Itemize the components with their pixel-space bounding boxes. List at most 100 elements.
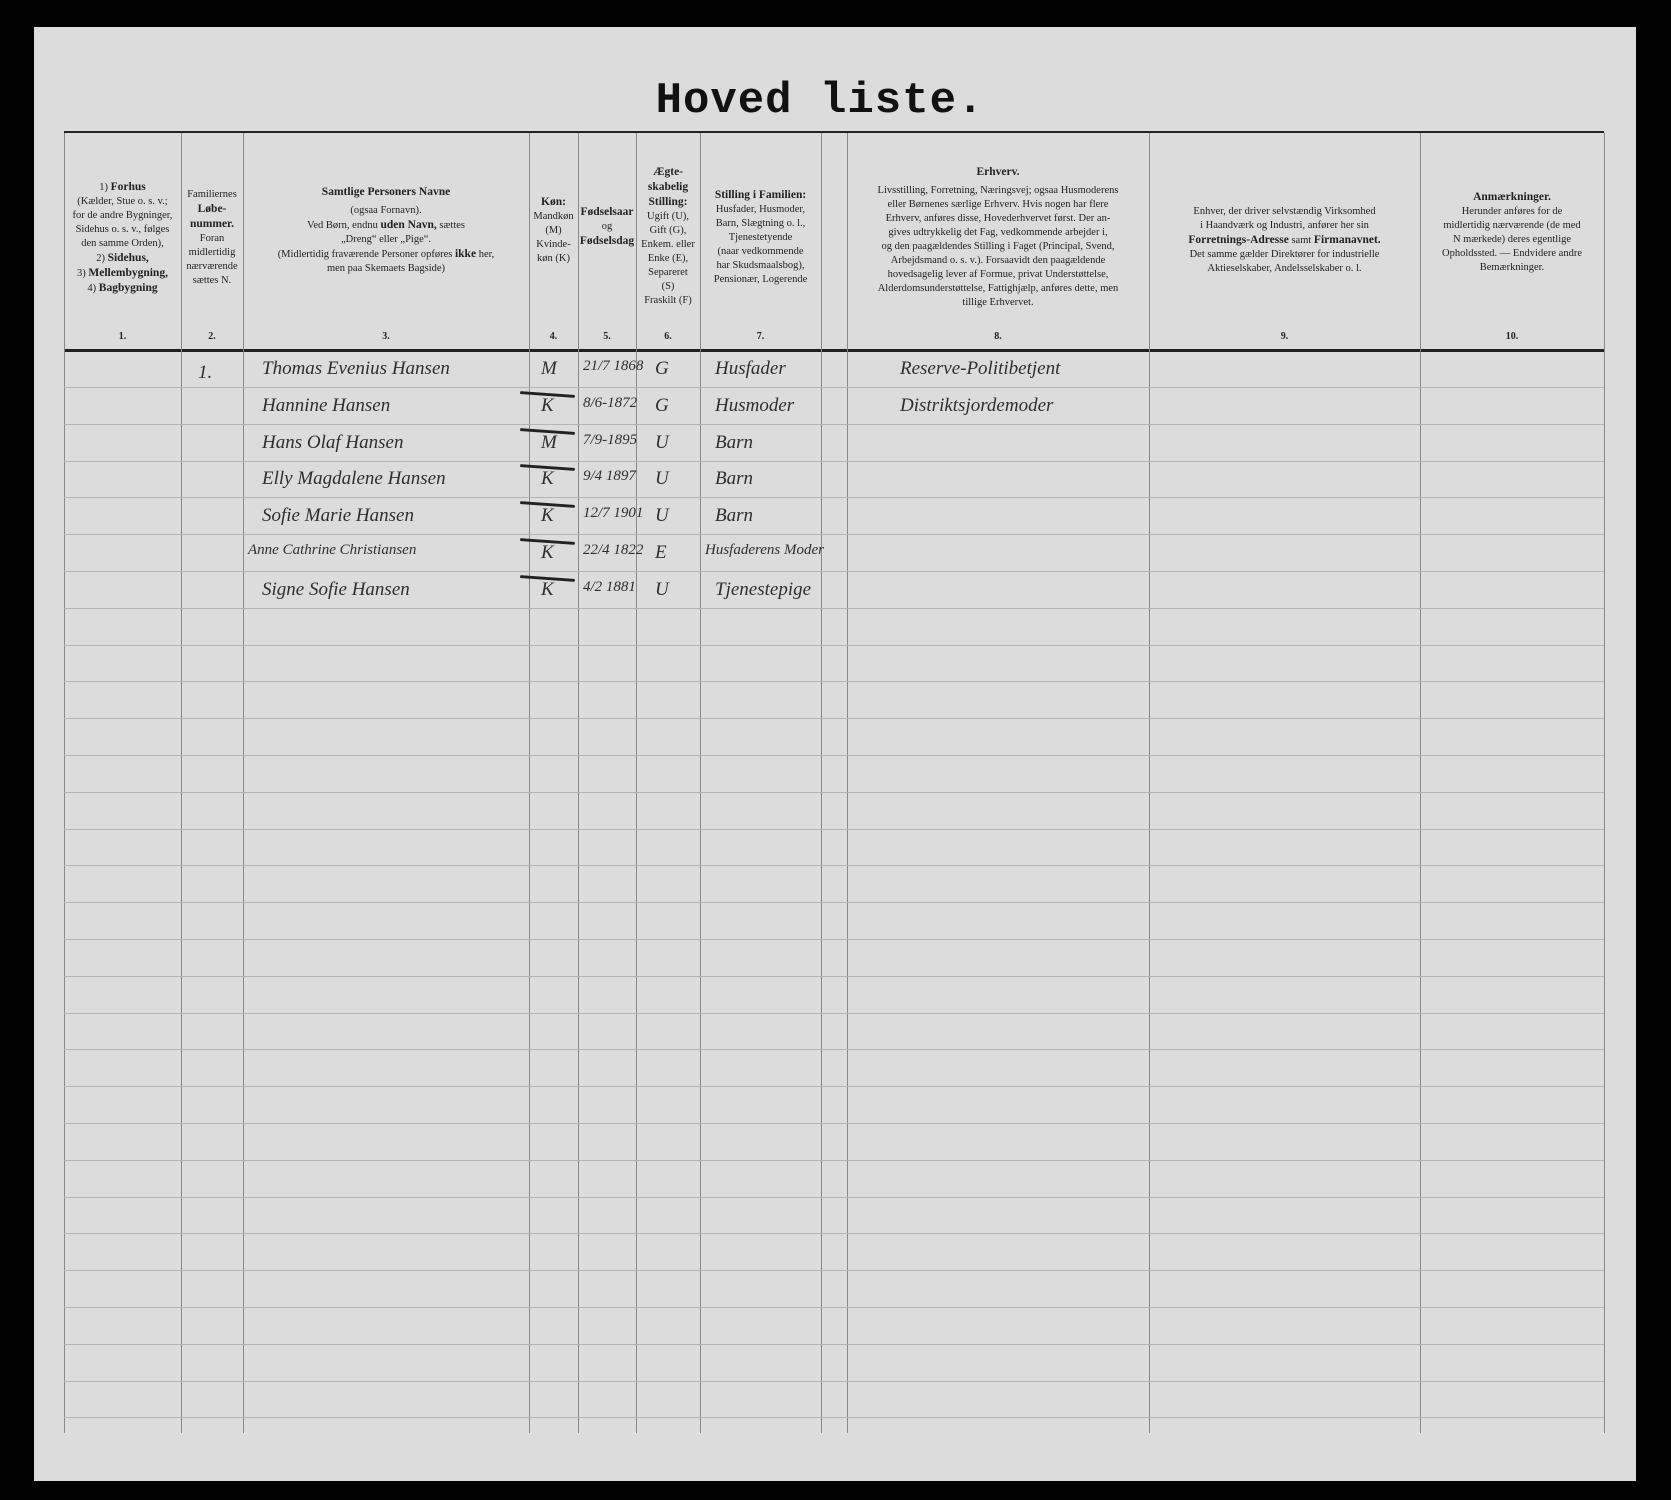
- header-line: men paa Skemaets Bagside): [326, 263, 446, 274]
- column-divider: [529, 133, 530, 1433]
- person-occupation: Reserve-Politibetjent: [900, 358, 1061, 379]
- header-line: Løbe-: [197, 203, 227, 215]
- person-marital-status: E: [655, 542, 667, 563]
- header-line: Forretnings-Adresse samt Firmanavnet.: [1188, 234, 1381, 246]
- column-header-2: Familiernes Løbe-nummer. Foran midlertidig n…: [181, 188, 243, 288]
- header-line: 1) Forhus: [99, 181, 146, 193]
- column-divider: [181, 133, 182, 1433]
- person-family-position: Barn: [715, 505, 753, 527]
- person-marital-status: U: [655, 505, 669, 527]
- header-line: (Kælder, Stue o. s. v.;: [77, 196, 168, 207]
- column-divider: [636, 133, 637, 1433]
- header-line: Pensionær, Logerende: [713, 274, 808, 285]
- person-name: Elly Magdalene Hansen: [262, 468, 446, 490]
- person-marital-status: G: [655, 394, 669, 416]
- person-sex: M: [541, 358, 557, 379]
- row-line: [64, 829, 1604, 830]
- row-line: [64, 939, 1604, 940]
- header-line: Erhverv.: [976, 166, 1020, 178]
- column-divider: [578, 133, 579, 1433]
- person-birth: 7/9-1895: [583, 431, 638, 448]
- header-line: (naar vedkommende: [717, 246, 804, 257]
- header-line: Samtlige Personers Navne: [321, 186, 451, 198]
- header-line: Barn, Slægtning o. l.,: [715, 218, 806, 229]
- column-header-4: Køn: Mandkøn (M) Kvinde-køn (K): [529, 195, 578, 266]
- top-rule: [64, 131, 1604, 133]
- person-birth: 22/4 1822: [583, 542, 644, 558]
- person-family-position: Husmoder: [715, 394, 795, 416]
- row-line: [64, 1049, 1604, 1050]
- person-family-position: Husfaderens Moder: [705, 542, 825, 558]
- header-line: Sidehus o. s. v., følges: [75, 224, 170, 235]
- column-number: 5.: [603, 331, 611, 342]
- row-line: [64, 424, 1604, 425]
- person-family-position: Husfader: [715, 358, 786, 379]
- person-name: Thomas Evenius Hansen: [262, 358, 450, 379]
- column-number: 4.: [549, 331, 558, 342]
- column-header-10: Anmærkninger. Herunder anføres for de midl…: [1420, 190, 1604, 275]
- person-name: Hans Olaf Hansen: [262, 431, 404, 453]
- header-line: skabelig: [647, 181, 689, 193]
- header-line: Alderdomsunderstøttelse, Fattighjælp, an…: [877, 283, 1119, 294]
- header-line: Foran: [199, 233, 225, 244]
- row-line: [64, 1381, 1604, 1382]
- header-line: og den paagældendes Stilling i Faget (Pr…: [881, 241, 1115, 252]
- header-line: Stilling i Familien:: [714, 189, 807, 201]
- header-line: Køn:: [541, 196, 566, 208]
- column-header-8: Erhverv. Livsstilling, Forretning, Næring…: [847, 165, 1149, 310]
- header-line: Herunder anføres for de: [1461, 206, 1563, 217]
- row-line: [64, 1233, 1604, 1234]
- row-line: [64, 681, 1604, 682]
- column-number: 10.: [1505, 331, 1519, 342]
- person-birth: 9/4 1897: [583, 468, 636, 485]
- person-family-position: Tjenestepige: [715, 578, 812, 600]
- column-header-6: Ægte-skabelig Stilling: Ugift (U), Gift (G)…: [636, 165, 700, 308]
- header-line: Stilling:: [648, 196, 688, 208]
- person-birth: 8/6-1872: [583, 394, 638, 411]
- column-header-1: 1) Forhus (Kælder, Stue o. s. v.; for de a…: [64, 180, 181, 296]
- row-line: [64, 755, 1604, 756]
- row-line: [64, 1417, 1604, 1418]
- header-line: Enkem. eller: [641, 239, 695, 250]
- header-line: tillige Erhvervet.: [962, 297, 1034, 308]
- row-line: [64, 792, 1604, 793]
- column-divider: [821, 133, 822, 1433]
- header-line: Mandkøn: [533, 211, 574, 222]
- column-header-5: Fødselsaar og Fødselsdag: [578, 205, 636, 249]
- person-marital-status: U: [655, 578, 669, 600]
- column-number: 2.: [208, 331, 216, 342]
- header-line: Opholdssted. — Endvidere andre: [1442, 248, 1582, 259]
- column-divider: [1604, 133, 1605, 1433]
- census-sheet: [34, 27, 1636, 1481]
- row-line: [64, 1086, 1604, 1087]
- header-rule: [64, 349, 1604, 352]
- header-line: Ved Børn, endnu uden Navn, sættes: [306, 219, 466, 231]
- header-line: (S): [661, 281, 675, 292]
- row-line: [64, 608, 1604, 609]
- header-line: nærværende: [186, 261, 238, 272]
- header-line: Ægte-: [652, 166, 683, 178]
- column-number: 1.: [118, 331, 127, 342]
- header-line: sættes N.: [192, 275, 232, 286]
- column-number: 8.: [994, 331, 1002, 342]
- person-birth: 21/7 1868: [583, 358, 644, 374]
- header-line: Fødselsdag: [579, 235, 635, 247]
- header-line: køn (K): [537, 253, 570, 264]
- row-line: [64, 1123, 1604, 1124]
- person-name: Signe Sofie Hansen: [262, 578, 410, 600]
- column-number: 3.: [382, 331, 390, 342]
- header-line: (M): [545, 225, 562, 236]
- header-line: Enke (E),: [647, 253, 689, 264]
- header-line: Det samme gælder Direktører for industri…: [1189, 249, 1380, 260]
- header-line: 4) Bagbygning: [87, 282, 158, 294]
- header-line: (ogsaa Fornavn).: [350, 205, 422, 216]
- row-line: [64, 571, 1604, 572]
- header-line: Fødselsaar: [580, 206, 634, 218]
- header-line: 2) Sidehus,: [96, 252, 149, 264]
- header-line: nummer.: [190, 218, 234, 230]
- person-name: Sofie Marie Hansen: [262, 505, 414, 527]
- row-line: [64, 718, 1604, 719]
- header-line: gives udtrykkelig det Fag, vedkommende a…: [888, 227, 1108, 238]
- row-line: [64, 1307, 1604, 1308]
- header-line: har Skudsmaalsbog),: [716, 260, 805, 271]
